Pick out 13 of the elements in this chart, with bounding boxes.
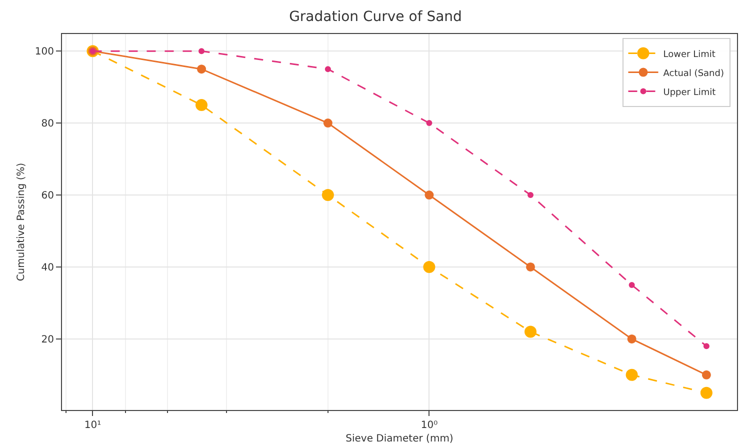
x-axis-title: Sieve Diameter (mm) [346, 434, 454, 444]
chart-title: Gradation Curve of Sand [289, 9, 462, 25]
legend-label: Upper Limit [663, 88, 716, 98]
y-axis-title: Cumulative Passing (%) [16, 162, 27, 282]
y-tick-label: 100 [34, 46, 54, 58]
y-tick-label: 80 [41, 118, 54, 130]
y-tick-label: 20 [41, 334, 54, 346]
y-tick-label: 60 [41, 190, 54, 202]
y-tick-label: 40 [41, 262, 54, 274]
x-tick-label: 10⁰ [420, 420, 438, 431]
legend-label: Actual (Sand) [663, 68, 724, 79]
x-tick-label: 10¹ [84, 420, 102, 431]
legend-label: Lower Limit [663, 50, 716, 60]
